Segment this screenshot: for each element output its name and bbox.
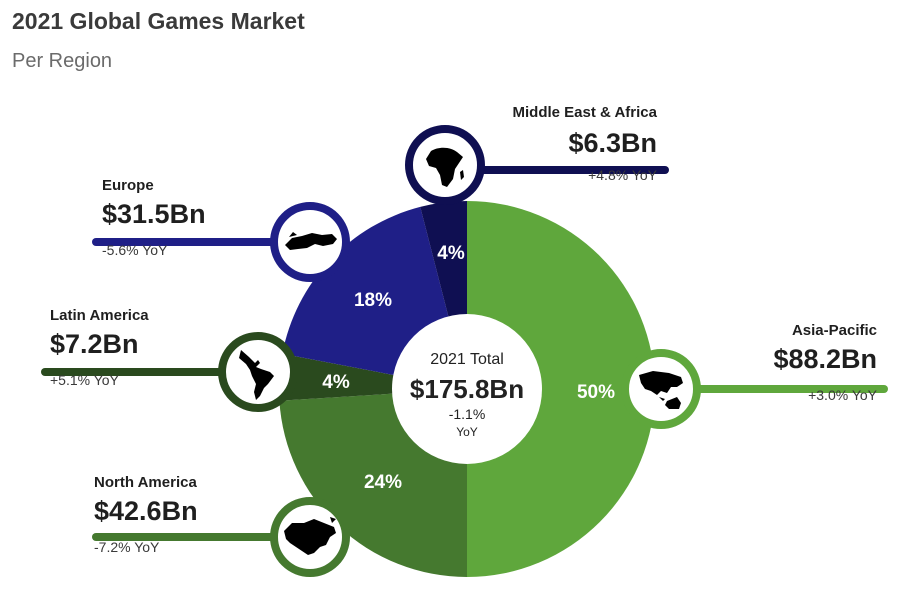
europe-map-icon — [270, 202, 350, 282]
africa-map-icon — [405, 125, 485, 205]
region-asia-pacific: Asia-Pacific $88.2Bn +3.0% YoY — [680, 322, 877, 403]
slice-label-latin-america: 4% — [322, 372, 350, 393]
center-disc — [392, 314, 542, 464]
slice-label-europe: 18% — [354, 290, 392, 311]
chart-subtitle: Per Region — [12, 50, 113, 72]
slice-label-asia-pacific: 50% — [577, 382, 615, 403]
north-america-map-icon — [270, 497, 350, 577]
region-name: North America — [94, 474, 197, 491]
region-europe: Europe $31.5Bn -5.6% YoY — [102, 177, 322, 258]
region-yoy: +3.0% YoY — [808, 387, 877, 403]
region-yoy: -5.6% YoY — [102, 242, 168, 258]
center-yoy: -1.1% — [449, 406, 486, 422]
region-yoy: +4.8% YoY — [588, 167, 657, 183]
region-value: $6.3Bn — [568, 128, 657, 158]
asia-pacific-map-icon — [621, 349, 701, 429]
region-middle-east-africa: Middle East & Africa $6.3Bn +4.8% YoY — [460, 104, 657, 183]
center-total-value: $175.8Bn — [410, 374, 524, 404]
region-value: $88.2Bn — [773, 344, 877, 374]
region-value: $42.6Bn — [94, 496, 198, 526]
region-name: Europe — [102, 177, 154, 194]
center-yoy-label: YoY — [456, 425, 478, 439]
region-value: $31.5Bn — [102, 199, 206, 229]
chart-title: 2021 Global Games Market — [12, 8, 305, 34]
slice-label-north-america: 24% — [364, 472, 402, 493]
latin-america-map-icon — [218, 332, 298, 412]
region-value: $7.2Bn — [50, 329, 139, 359]
region-name: Asia-Pacific — [791, 322, 877, 339]
slice-label-middle-east-africa: 4% — [437, 243, 465, 264]
region-name: Latin America — [50, 307, 149, 324]
region-yoy: +5.1% YoY — [50, 372, 119, 388]
pie-slice-asia-pacific — [467, 201, 655, 577]
region-north-america: North America $42.6Bn -7.2% YoY — [94, 474, 314, 555]
region-yoy: -7.2% YoY — [94, 539, 160, 555]
region-latin-america: Latin America $7.2Bn +5.1% YoY — [50, 307, 270, 388]
region-name: Middle East & Africa — [512, 104, 657, 121]
center-total-label: 2021 Total — [430, 351, 504, 368]
